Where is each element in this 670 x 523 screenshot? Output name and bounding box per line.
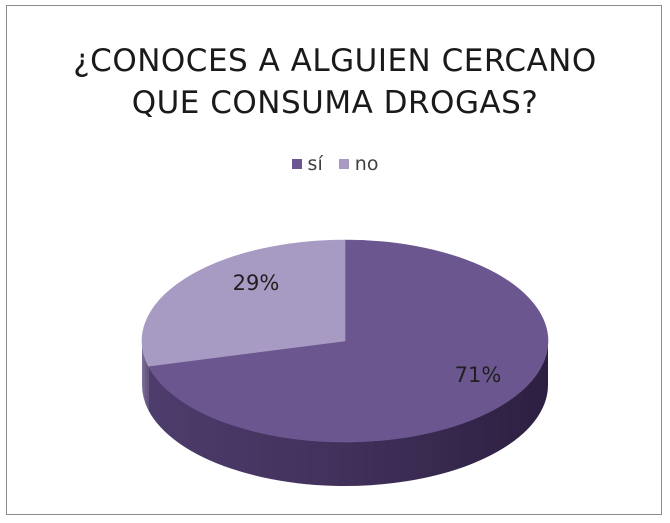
legend-swatch-no	[338, 159, 349, 169]
pie-side-si	[148, 341, 548, 486]
data-label-si: 71%	[455, 363, 502, 387]
data-label-no: 29%	[233, 271, 280, 295]
pie-slice-si	[147, 239, 549, 443]
legend-item-no: no	[338, 153, 379, 175]
chart-title: ¿CONOCES A ALGUIEN CERCANO QUE CONSUMA D…	[0, 40, 670, 124]
legend-item-si: sí	[291, 153, 323, 175]
legend-swatch-si	[291, 159, 302, 169]
legend-label-no: no	[354, 153, 379, 175]
chart-legend: sí no	[0, 153, 670, 175]
pie-slice-no	[141, 239, 346, 367]
chart-title-line-2: QUE CONSUMA DROGAS?	[131, 85, 539, 121]
chart-title-line-1: ¿CONOCES A ALGUIEN CERCANO	[73, 43, 597, 79]
legend-label-si: sí	[307, 153, 323, 175]
pie-side-no	[142, 341, 149, 411]
